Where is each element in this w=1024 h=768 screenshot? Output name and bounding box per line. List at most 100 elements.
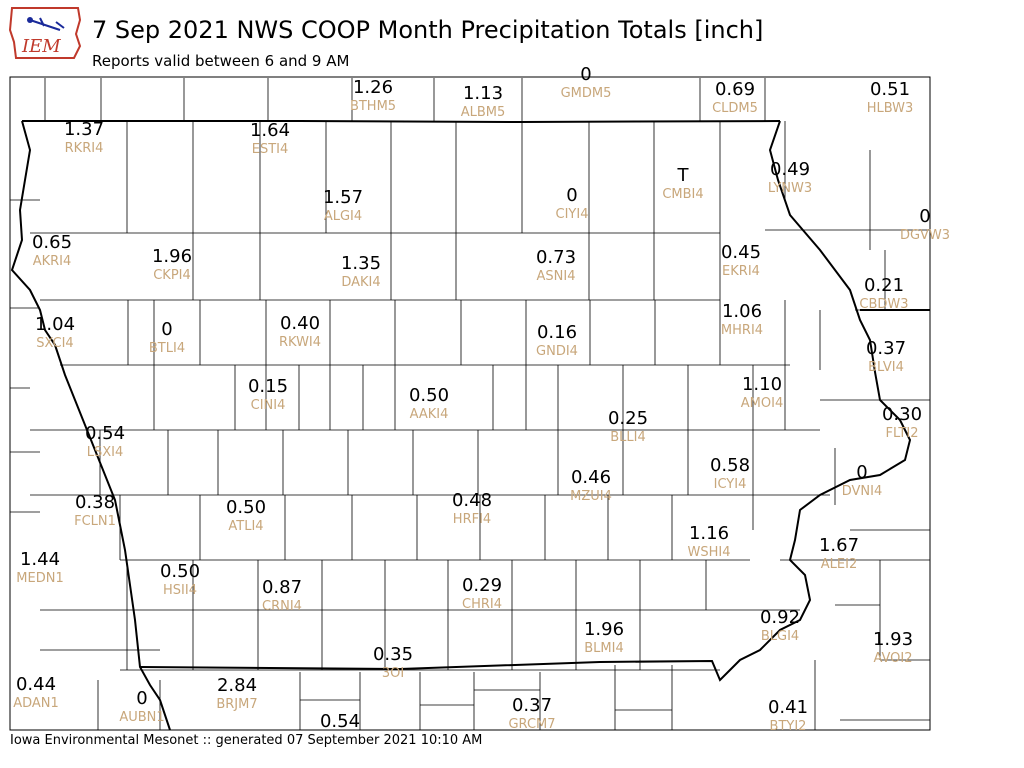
station-id: BTLI4 — [149, 341, 185, 356]
station-value: 0.46 — [571, 467, 611, 488]
station-id: ATLI4 — [228, 519, 263, 534]
station-id: BRJM7 — [216, 697, 257, 712]
station-value: 1.16 — [689, 523, 729, 544]
station-id: FCLN1 — [74, 514, 116, 529]
station-value: 1.64 — [250, 120, 290, 141]
station-id: DVNI4 — [842, 484, 883, 499]
station-value: 1.04 — [35, 314, 75, 335]
station-id: HLBW3 — [867, 101, 914, 116]
station-id: DGVW3 — [900, 228, 950, 243]
station-value: 1.26 — [353, 77, 393, 98]
station-value: 0.50 — [226, 497, 266, 518]
station-id: ADAN1 — [13, 696, 59, 711]
station-id: RKRI4 — [65, 141, 104, 156]
station-id: CLDM5 — [712, 101, 758, 116]
station-id: LSXI4 — [87, 445, 124, 460]
station-id: CIYI4 — [556, 207, 589, 222]
station-value: 0.51 — [870, 79, 910, 100]
station-id: ASNI4 — [537, 269, 576, 284]
station-value: 0 — [136, 688, 147, 709]
station-id: AUBN1 — [119, 710, 164, 725]
station-value: 1.67 — [819, 535, 859, 556]
station-value: 2.84 — [217, 675, 257, 696]
station-id: ALGI4 — [324, 209, 362, 224]
station-id: GRCM7 — [508, 717, 555, 732]
station-id: BLLI4 — [610, 430, 646, 445]
station-id: AKRI4 — [33, 254, 72, 269]
station-id: RKWI4 — [279, 335, 321, 350]
station-value: 0.38 — [75, 492, 115, 513]
station-value: 0 — [161, 319, 172, 340]
station-id: AMOI4 — [741, 396, 783, 411]
station-value: 0.92 — [760, 607, 800, 628]
station-value: 0.41 — [768, 697, 808, 718]
station-value: 0.37 — [512, 695, 552, 716]
page-title: 7 Sep 2021 NWS COOP Month Precipitation … — [92, 16, 764, 44]
station-value: 0.30 — [882, 404, 922, 425]
station-value: 1.10 — [742, 374, 782, 395]
station-id: ESTI4 — [252, 142, 289, 157]
station-id: MZUI4 — [570, 489, 612, 504]
page-subtitle: Reports valid between 6 and 9 AM — [92, 52, 350, 70]
station-value: 0.35 — [373, 644, 413, 665]
station-value: 0.16 — [537, 322, 577, 343]
station-id: ICYI4 — [714, 477, 747, 492]
iem-logo: IEM — [8, 7, 82, 59]
station-value: 0.87 — [262, 577, 302, 598]
station-value: 0.29 — [462, 575, 502, 596]
station-value: 0.73 — [536, 247, 576, 268]
station-value: 0.37 — [866, 338, 906, 359]
station-value: 1.37 — [64, 119, 104, 140]
station-id: SXCI4 — [36, 336, 73, 351]
station-value: 1.57 — [323, 187, 363, 208]
station-value: 0.50 — [160, 561, 200, 582]
station-id: DAKI4 — [341, 275, 380, 290]
map-frame — [9, 76, 931, 731]
station-id: HRFI4 — [453, 512, 491, 527]
station-value: 0.49 — [770, 159, 810, 180]
station-id: BLGI4 — [761, 629, 799, 644]
station-id: AVOI2 — [873, 651, 912, 666]
station-id: EKRI4 — [722, 264, 760, 279]
station-id: HSII4 — [163, 583, 197, 598]
station-value: 0.44 — [16, 674, 56, 695]
station-value: 0.54 — [320, 711, 360, 732]
county-lines — [10, 78, 930, 730]
station-value: 0.21 — [864, 275, 904, 296]
station-id: WSHI4 — [688, 545, 731, 560]
